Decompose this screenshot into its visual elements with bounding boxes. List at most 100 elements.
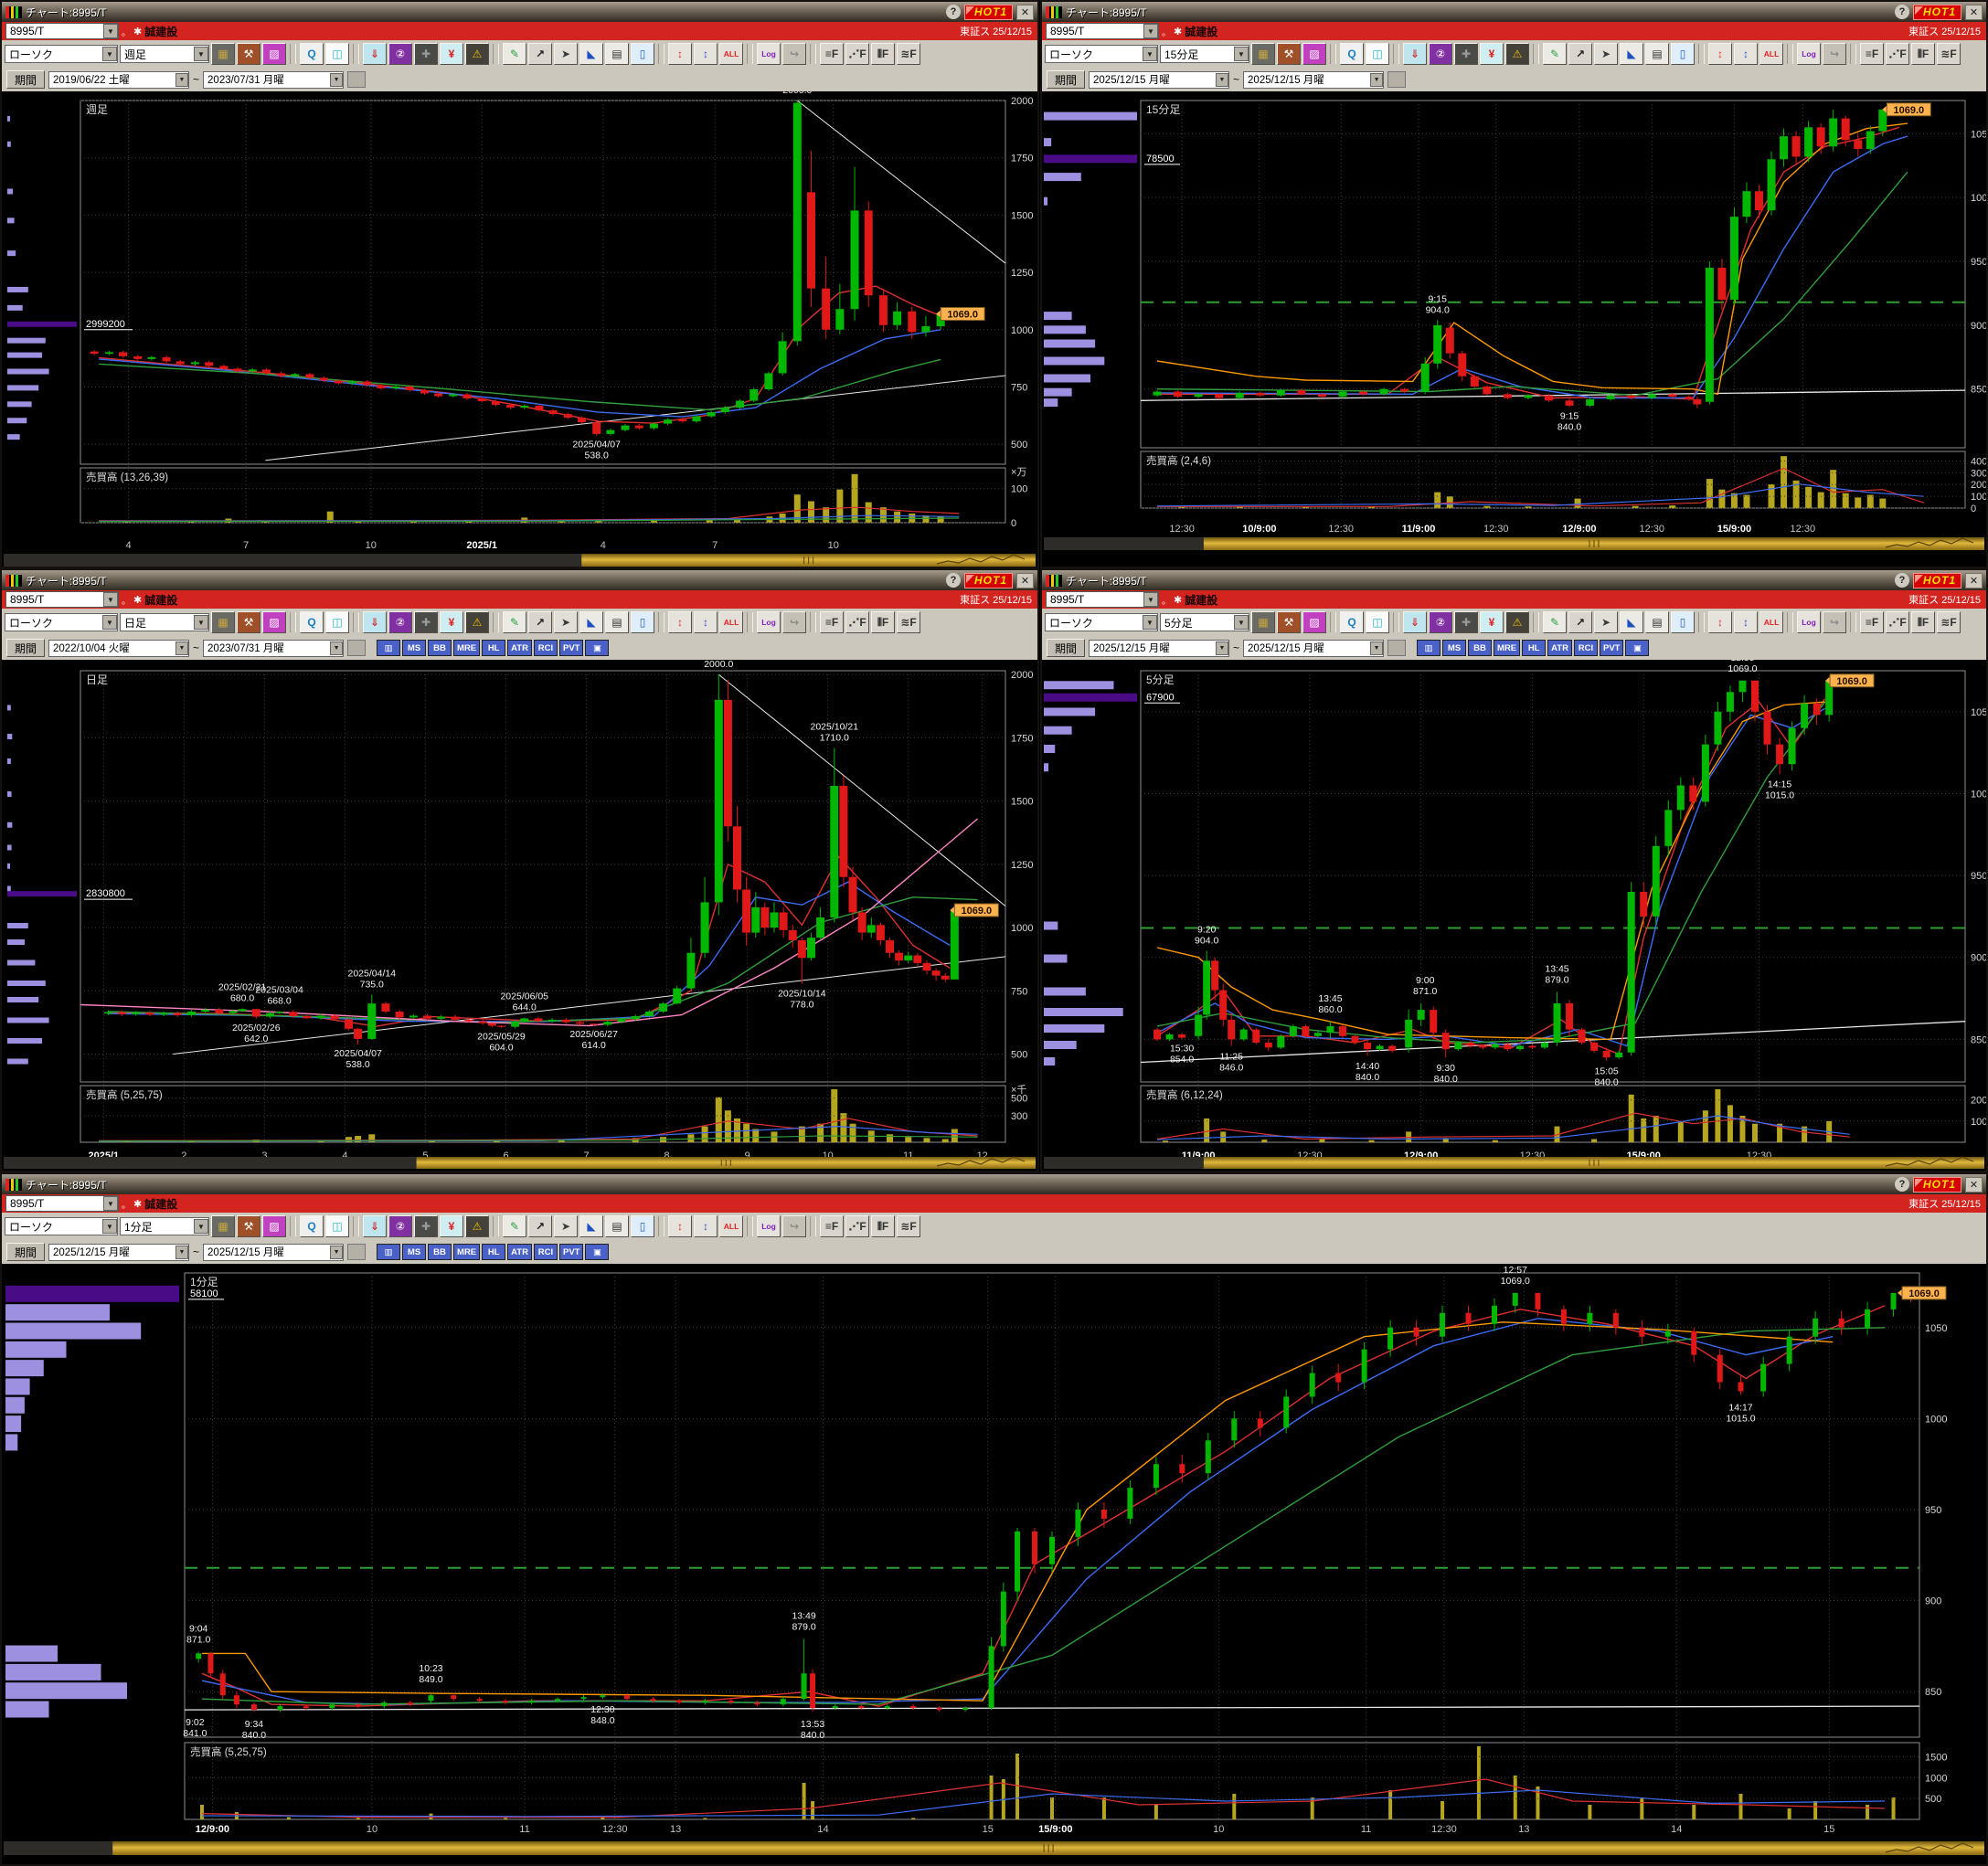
period-button[interactable]: 期間 [6, 1243, 46, 1261]
trend-arrow-icon[interactable]: ↗ [528, 1215, 552, 1237]
log-scale-button[interactable]: Log [757, 611, 781, 633]
zoom-icon[interactable]: Q [300, 1215, 324, 1237]
download-icon[interactable]: ⇓ [363, 611, 387, 633]
indicator-button-RCI[interactable]: RCI [533, 1244, 558, 1260]
chart-area[interactable]: 1050 1000 950 900 850 2000 1000 売買高 (6,12,24) 5分… [1042, 652, 1988, 1171]
color-palette-icon[interactable]: ▨ [262, 1215, 286, 1237]
trash-icon[interactable]: ▯ [1671, 611, 1695, 633]
crosshair-icon[interactable]: ✚ [414, 1215, 438, 1237]
chevron-down-icon[interactable]: ▼ [1234, 615, 1249, 630]
format-slash-icon[interactable]: ⋰F [1886, 611, 1909, 633]
chevron-down-icon[interactable]: ▼ [194, 1219, 208, 1234]
hot1-badge[interactable]: HOT1 [963, 4, 1013, 20]
help-button[interactable]: ? [1894, 573, 1909, 588]
indicator-button-HL[interactable]: HL [1522, 640, 1547, 656]
download-icon[interactable]: ⇓ [363, 1215, 387, 1237]
trend-arrow-icon[interactable]: ↗ [528, 43, 552, 65]
yen-icon[interactable]: ¥ [440, 611, 463, 633]
period-start-field[interactable]: 2025/12/15 月曜 ▼ [48, 1243, 190, 1261]
indicator-button-x[interactable]: ▥ [377, 1244, 401, 1260]
candle-left-icon[interactable]: ↕ [668, 611, 692, 633]
indicator-button-MRE[interactable]: MRE [1494, 640, 1521, 656]
list-icon[interactable]: ▤ [1645, 611, 1669, 633]
chart-style-select[interactable]: ローソク ▼ [5, 1217, 118, 1235]
chart-style-select[interactable]: ローソク ▼ [5, 45, 118, 63]
chart-area[interactable]: 2000 1750 1500 1250 1000 750 500 500 300 ×千 売買高 (5… [2, 648, 1037, 1171]
period-end-field[interactable]: 2025/12/15 月曜 ▼ [1243, 70, 1385, 89]
pencil-icon[interactable]: ✎ [1543, 43, 1567, 65]
chevron-down-icon[interactable]: ▼ [330, 641, 344, 655]
jump-icon[interactable]: ↪ [782, 1215, 806, 1237]
hot1-badge[interactable]: HOT1 [1912, 572, 1961, 588]
format-wave-icon[interactable]: ≋F [897, 611, 920, 633]
snap-corner-icon[interactable]: ◣ [1620, 43, 1643, 65]
close-button[interactable]: ✕ [1965, 4, 1983, 20]
yen-icon[interactable]: ¥ [440, 1215, 463, 1237]
all-button[interactable]: ALL [1759, 611, 1783, 633]
candle-right-icon[interactable]: ↕ [1734, 43, 1758, 65]
trash-icon[interactable]: ▯ [1671, 43, 1695, 65]
settings-wrench-icon[interactable]: ⚒ [237, 43, 260, 65]
period-button[interactable]: 期間 [6, 70, 46, 89]
format-bars-icon[interactable]: ⫴F [871, 1215, 895, 1237]
chevron-down-icon[interactable]: ▼ [102, 615, 117, 630]
chevron-down-icon[interactable]: ▼ [1370, 72, 1384, 87]
period-start-field[interactable]: 2025/12/15 月曜 ▼ [1089, 639, 1230, 657]
format-slash-icon[interactable]: ⋰F [845, 611, 869, 633]
hot1-badge[interactable]: HOT1 [1912, 1176, 1961, 1193]
indicator-button-x[interactable]: ▥ [377, 640, 401, 656]
chevron-down-icon[interactable]: ▼ [1216, 72, 1229, 87]
chevron-down-icon[interactable]: ▼ [1143, 592, 1158, 607]
jump-icon[interactable]: ↪ [1823, 43, 1846, 65]
all-button[interactable]: ALL [719, 1215, 743, 1237]
trash-icon[interactable]: ▯ [631, 43, 654, 65]
hot1-badge[interactable]: HOT1 [1912, 4, 1961, 20]
period-end-field[interactable]: 2023/07/31 月曜 ▼ [203, 70, 345, 89]
symbol-select[interactable]: 8995/T ▼ [5, 1195, 119, 1212]
format-slash-icon[interactable]: ⋰F [845, 43, 869, 65]
number-2-icon[interactable]: ② [1429, 611, 1452, 633]
format-bars-icon[interactable]: ⫴F [871, 43, 895, 65]
help-button[interactable]: ? [1894, 1177, 1909, 1192]
pointer-icon[interactable]: ➤ [554, 611, 578, 633]
chevron-down-icon[interactable]: ▼ [1216, 641, 1229, 655]
period-apply-checkbox[interactable] [347, 640, 367, 656]
symbol-select[interactable]: 8995/T ▼ [5, 591, 119, 608]
color-palette-icon[interactable]: ▨ [262, 43, 286, 65]
trash-icon[interactable]: ▯ [631, 1215, 654, 1237]
zoom-icon[interactable]: Q [1340, 43, 1364, 65]
number-2-icon[interactable]: ② [1429, 43, 1452, 65]
snap-corner-icon[interactable]: ◣ [579, 1215, 603, 1237]
indicator-button-MRE[interactable]: MRE [453, 1244, 481, 1260]
indicator-button-HL[interactable]: HL [482, 640, 506, 656]
period-apply-checkbox[interactable] [1387, 71, 1407, 88]
candle-right-icon[interactable]: ↕ [694, 43, 718, 65]
chevron-down-icon[interactable]: ▼ [102, 47, 117, 61]
yen-icon[interactable]: ¥ [1480, 611, 1504, 633]
pencil-icon[interactable]: ✎ [503, 43, 526, 65]
chevron-down-icon[interactable]: ▼ [102, 1219, 117, 1234]
trend-arrow-icon[interactable]: ↗ [528, 611, 552, 633]
period-button[interactable]: 期間 [1047, 639, 1086, 657]
format-wave-icon[interactable]: ≋F [897, 43, 920, 65]
window-titlebar[interactable]: チャート:8995/T? HOT1 ✕ [1042, 570, 1986, 590]
pencil-icon[interactable]: ✎ [503, 1215, 526, 1237]
timeframe-select[interactable]: 15分足 ▼ [1160, 45, 1249, 63]
timeframe-select[interactable]: 5分足 ▼ [1160, 613, 1249, 631]
indicator-button-x[interactable]: ▣ [1625, 640, 1650, 656]
list-icon[interactable]: ▤ [605, 611, 629, 633]
yen-icon[interactable]: ¥ [1480, 43, 1504, 65]
candle-left-icon[interactable]: ↕ [668, 43, 692, 65]
indicator-button-MS[interactable]: MS [1442, 640, 1467, 656]
indicator-button-PVT[interactable]: PVT [1599, 640, 1624, 656]
timeframe-select[interactable]: 日足 ▼ [120, 613, 209, 631]
crosshair-icon[interactable]: ✚ [1454, 611, 1478, 633]
download-icon[interactable]: ⇓ [1403, 43, 1427, 65]
chevron-down-icon[interactable]: ▼ [175, 1245, 189, 1259]
pattern-icon[interactable]: ▦ [1251, 43, 1275, 65]
period-end-field[interactable]: 2025/12/15 月曜 ▼ [203, 1243, 345, 1261]
chevron-down-icon[interactable]: ▼ [175, 641, 189, 655]
chart-area[interactable]: 1050100095090085040003000200010000売買高 (2… [1042, 91, 1988, 567]
symbol-select[interactable]: 8995/T ▼ [1046, 591, 1159, 608]
indicator-button-HL[interactable]: HL [482, 1244, 506, 1260]
